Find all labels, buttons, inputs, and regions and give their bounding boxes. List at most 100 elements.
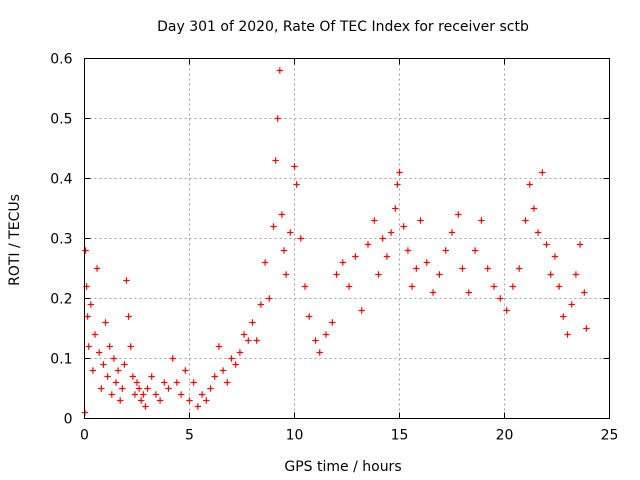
data-point [329,319,336,326]
data-point [165,385,172,392]
data-point [236,349,244,356]
chart-title: Day 301 of 2020, Rate Of TEC Index for r… [157,19,529,35]
data-point [198,391,206,398]
data-point [117,397,124,404]
data-point [581,289,588,296]
data-point [551,253,559,260]
data-point [387,229,395,236]
data-point [89,367,97,374]
data-point [465,289,472,296]
data-point [182,367,189,374]
data-point [459,265,466,272]
data-point [112,379,120,386]
data-point [560,313,567,320]
data-point [516,265,523,272]
data-point [408,283,416,290]
data-point [142,403,149,410]
data-point [509,283,517,290]
data-point [186,397,193,404]
data-point [478,217,485,224]
data-point [190,379,197,386]
data-point [316,349,323,356]
data-point [114,367,122,374]
data-point [240,331,248,338]
data-point [497,295,504,302]
data-point [392,205,399,212]
data-point [96,349,103,356]
data-point [276,67,283,74]
data-point [249,319,256,326]
x-tick-label: 15 [391,428,409,444]
data-point [364,241,372,248]
data-point [133,379,141,386]
data-point [576,241,584,248]
data-point [358,307,365,314]
data-point [423,259,430,266]
data-point [245,337,252,344]
data-point [442,247,449,254]
data-point [135,385,143,392]
data-point [119,385,126,392]
data-point [228,355,235,362]
data-point [383,253,391,260]
y-tick-label: 0.4 [50,172,72,188]
tick-labels: 0 5 10 15 20 25 0 0.1 0.2 0.3 0.4 0.5 0.6 [50,52,618,444]
y-tick-label: 0.6 [50,52,72,68]
data-point [429,289,437,296]
y-tick-label: 0.1 [50,352,72,368]
data-point [87,301,94,308]
data-point [333,271,340,278]
data-point [211,373,218,380]
x-axis-label: GPS time / hours [284,459,401,475]
data-point [194,403,202,410]
data-point [287,229,294,236]
data-point [144,385,151,392]
x-tick-label: 25 [601,428,619,444]
data-point [156,397,164,404]
data-point [93,265,101,272]
data-point [261,259,269,266]
data-point [84,313,91,320]
data-point [530,205,538,212]
data-point [345,283,353,290]
data-point [490,283,498,290]
data-point [534,229,542,236]
data-point [215,343,223,350]
data-point [413,265,420,272]
data-point [448,229,456,236]
data-point [400,223,407,230]
x-tick-label: 10 [286,428,304,444]
data-point [148,373,155,380]
data-point [138,397,145,404]
data-point [100,361,107,368]
data-point [417,217,424,224]
x-tick-label: 5 [185,428,194,444]
data-point [161,379,168,386]
data-point [455,211,462,218]
data-point [91,331,99,338]
data-point [375,271,382,278]
data-point [291,163,298,170]
data-point [352,253,359,260]
data-point [297,235,304,242]
data-point [555,283,563,290]
y-tick-label: 0.5 [50,112,72,128]
data-point [177,391,185,398]
data-point [371,217,378,224]
data-point [484,265,491,272]
data-point [98,385,105,392]
data-point [123,277,130,284]
data-point [379,235,386,242]
data-point [106,343,113,350]
data-point [280,247,288,254]
data-point [282,271,290,278]
data-point [272,157,279,164]
data-point [82,247,89,254]
data-point [104,373,111,380]
data-points [81,67,590,416]
data-point [127,343,134,350]
data-point [274,115,281,122]
data-point [312,337,319,344]
data-point [203,397,210,404]
